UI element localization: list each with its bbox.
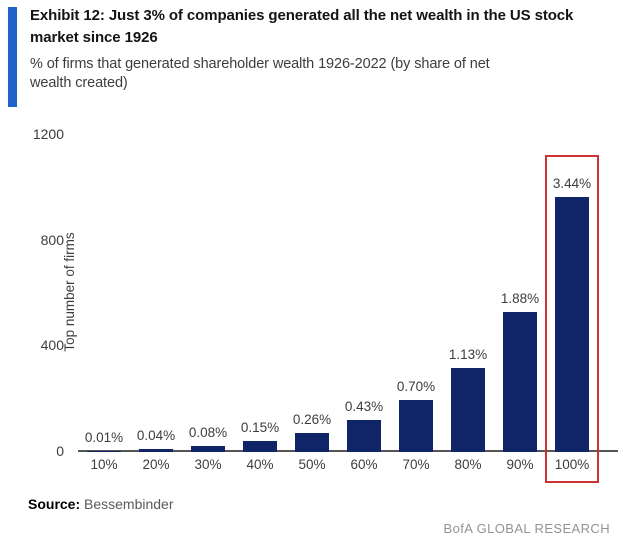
y-tick-label: 0 bbox=[56, 443, 64, 459]
bar-value-label: 0.43% bbox=[344, 399, 384, 414]
bar-value-label: 0.26% bbox=[292, 412, 332, 427]
x-tick-label: 30% bbox=[194, 457, 222, 472]
exhibit-title: Exhibit 12: Just 3% of companies generat… bbox=[30, 7, 574, 46]
x-tick-label: 70% bbox=[402, 457, 430, 472]
bar bbox=[139, 449, 173, 452]
bar bbox=[347, 420, 381, 452]
x-tick-label: 10% bbox=[90, 457, 118, 472]
y-tick-label: 400 bbox=[40, 337, 64, 354]
y-tick-label: 1200 bbox=[32, 126, 64, 142]
bar-value-label: 0.08% bbox=[188, 425, 228, 440]
x-tick-label: 60% bbox=[350, 457, 378, 472]
bar-value-label: 3.44% bbox=[552, 176, 592, 191]
bar-value-label: 1.88% bbox=[500, 291, 540, 306]
exhibit-subtitle: % of firms that generated shareholder we… bbox=[30, 56, 490, 92]
bar bbox=[87, 451, 121, 452]
bar bbox=[555, 197, 589, 452]
x-tick-label: 80% bbox=[454, 457, 482, 472]
source-note: Source: Bessembinder bbox=[28, 496, 174, 512]
bar-value-label: 0.15% bbox=[240, 420, 280, 435]
highlight-box bbox=[545, 155, 599, 483]
bar-value-label: 1.13% bbox=[448, 347, 488, 362]
bar-value-label: 0.70% bbox=[396, 379, 436, 394]
bar bbox=[243, 441, 277, 452]
source-label: Source: bbox=[28, 496, 81, 512]
x-tick-label: 20% bbox=[142, 457, 170, 472]
bar-value-label: 0.01% bbox=[84, 430, 124, 445]
accent-bar bbox=[8, 7, 17, 107]
x-tick-label: 40% bbox=[246, 457, 274, 472]
x-tick-label: 100% bbox=[554, 457, 590, 472]
x-tick-label: 50% bbox=[298, 457, 326, 472]
bar bbox=[503, 312, 537, 452]
bar-value-label: 0.04% bbox=[136, 428, 176, 443]
y-tick-label: 800 bbox=[40, 231, 64, 248]
bar bbox=[451, 368, 485, 452]
y-axis-title: Top number of firms bbox=[62, 232, 77, 352]
bar bbox=[295, 433, 329, 452]
bar bbox=[191, 446, 225, 452]
brand-note: BofA GLOBAL RESEARCH bbox=[443, 521, 610, 536]
bar bbox=[399, 400, 433, 452]
source-value: Bessembinder bbox=[84, 496, 174, 512]
x-tick-label: 90% bbox=[506, 457, 534, 472]
